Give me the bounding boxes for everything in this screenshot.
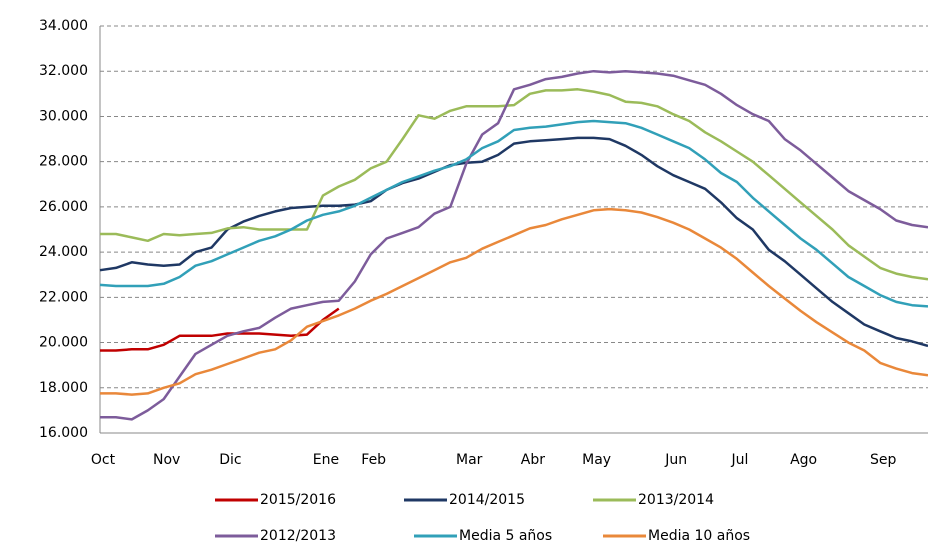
y-tick-label: 16.000 <box>39 425 88 441</box>
series-line <box>99 136 928 348</box>
y-tick-label: 22.000 <box>39 289 88 305</box>
legend-label: 2012/2013 <box>260 528 336 544</box>
x-tick-label: Jun <box>664 452 687 468</box>
x-tick-label: Ago <box>790 452 817 468</box>
x-tick-label: Feb <box>361 452 386 468</box>
x-tick-label: Mar <box>456 452 483 468</box>
y-tick-label: 18.000 <box>39 380 88 396</box>
y-tick-label: 24.000 <box>39 244 88 260</box>
series-line <box>100 207 928 396</box>
legend-label: 2013/2014 <box>638 492 714 508</box>
series-line <box>100 307 340 352</box>
y-tick-label: 20.000 <box>39 335 88 351</box>
legend-label: 2015/2016 <box>260 492 336 508</box>
series-line <box>99 119 928 308</box>
x-tick-label: Jul <box>730 452 748 468</box>
x-tick-label: May <box>582 452 611 468</box>
legend-label: Media 5 años <box>459 528 552 544</box>
x-tick-label: Ene <box>313 452 339 468</box>
y-tick-label: 26.000 <box>39 199 88 215</box>
legend-label: 2014/2015 <box>449 492 525 508</box>
legend-label: Media 10 años <box>648 528 750 544</box>
series-line <box>100 88 928 281</box>
x-tick-label: Abr <box>521 452 545 468</box>
series-line <box>100 69 928 421</box>
x-tick-label: Oct <box>91 452 116 468</box>
y-tick-label: 34.000 <box>39 18 88 34</box>
y-tick-label: 32.000 <box>39 63 88 79</box>
x-tick-label: Dic <box>219 452 241 468</box>
y-tick-label: 28.000 <box>39 154 88 170</box>
y-tick-label: 30.000 <box>39 108 88 124</box>
x-tick-label: Nov <box>153 452 180 468</box>
x-tick-label: Sep <box>870 452 897 468</box>
